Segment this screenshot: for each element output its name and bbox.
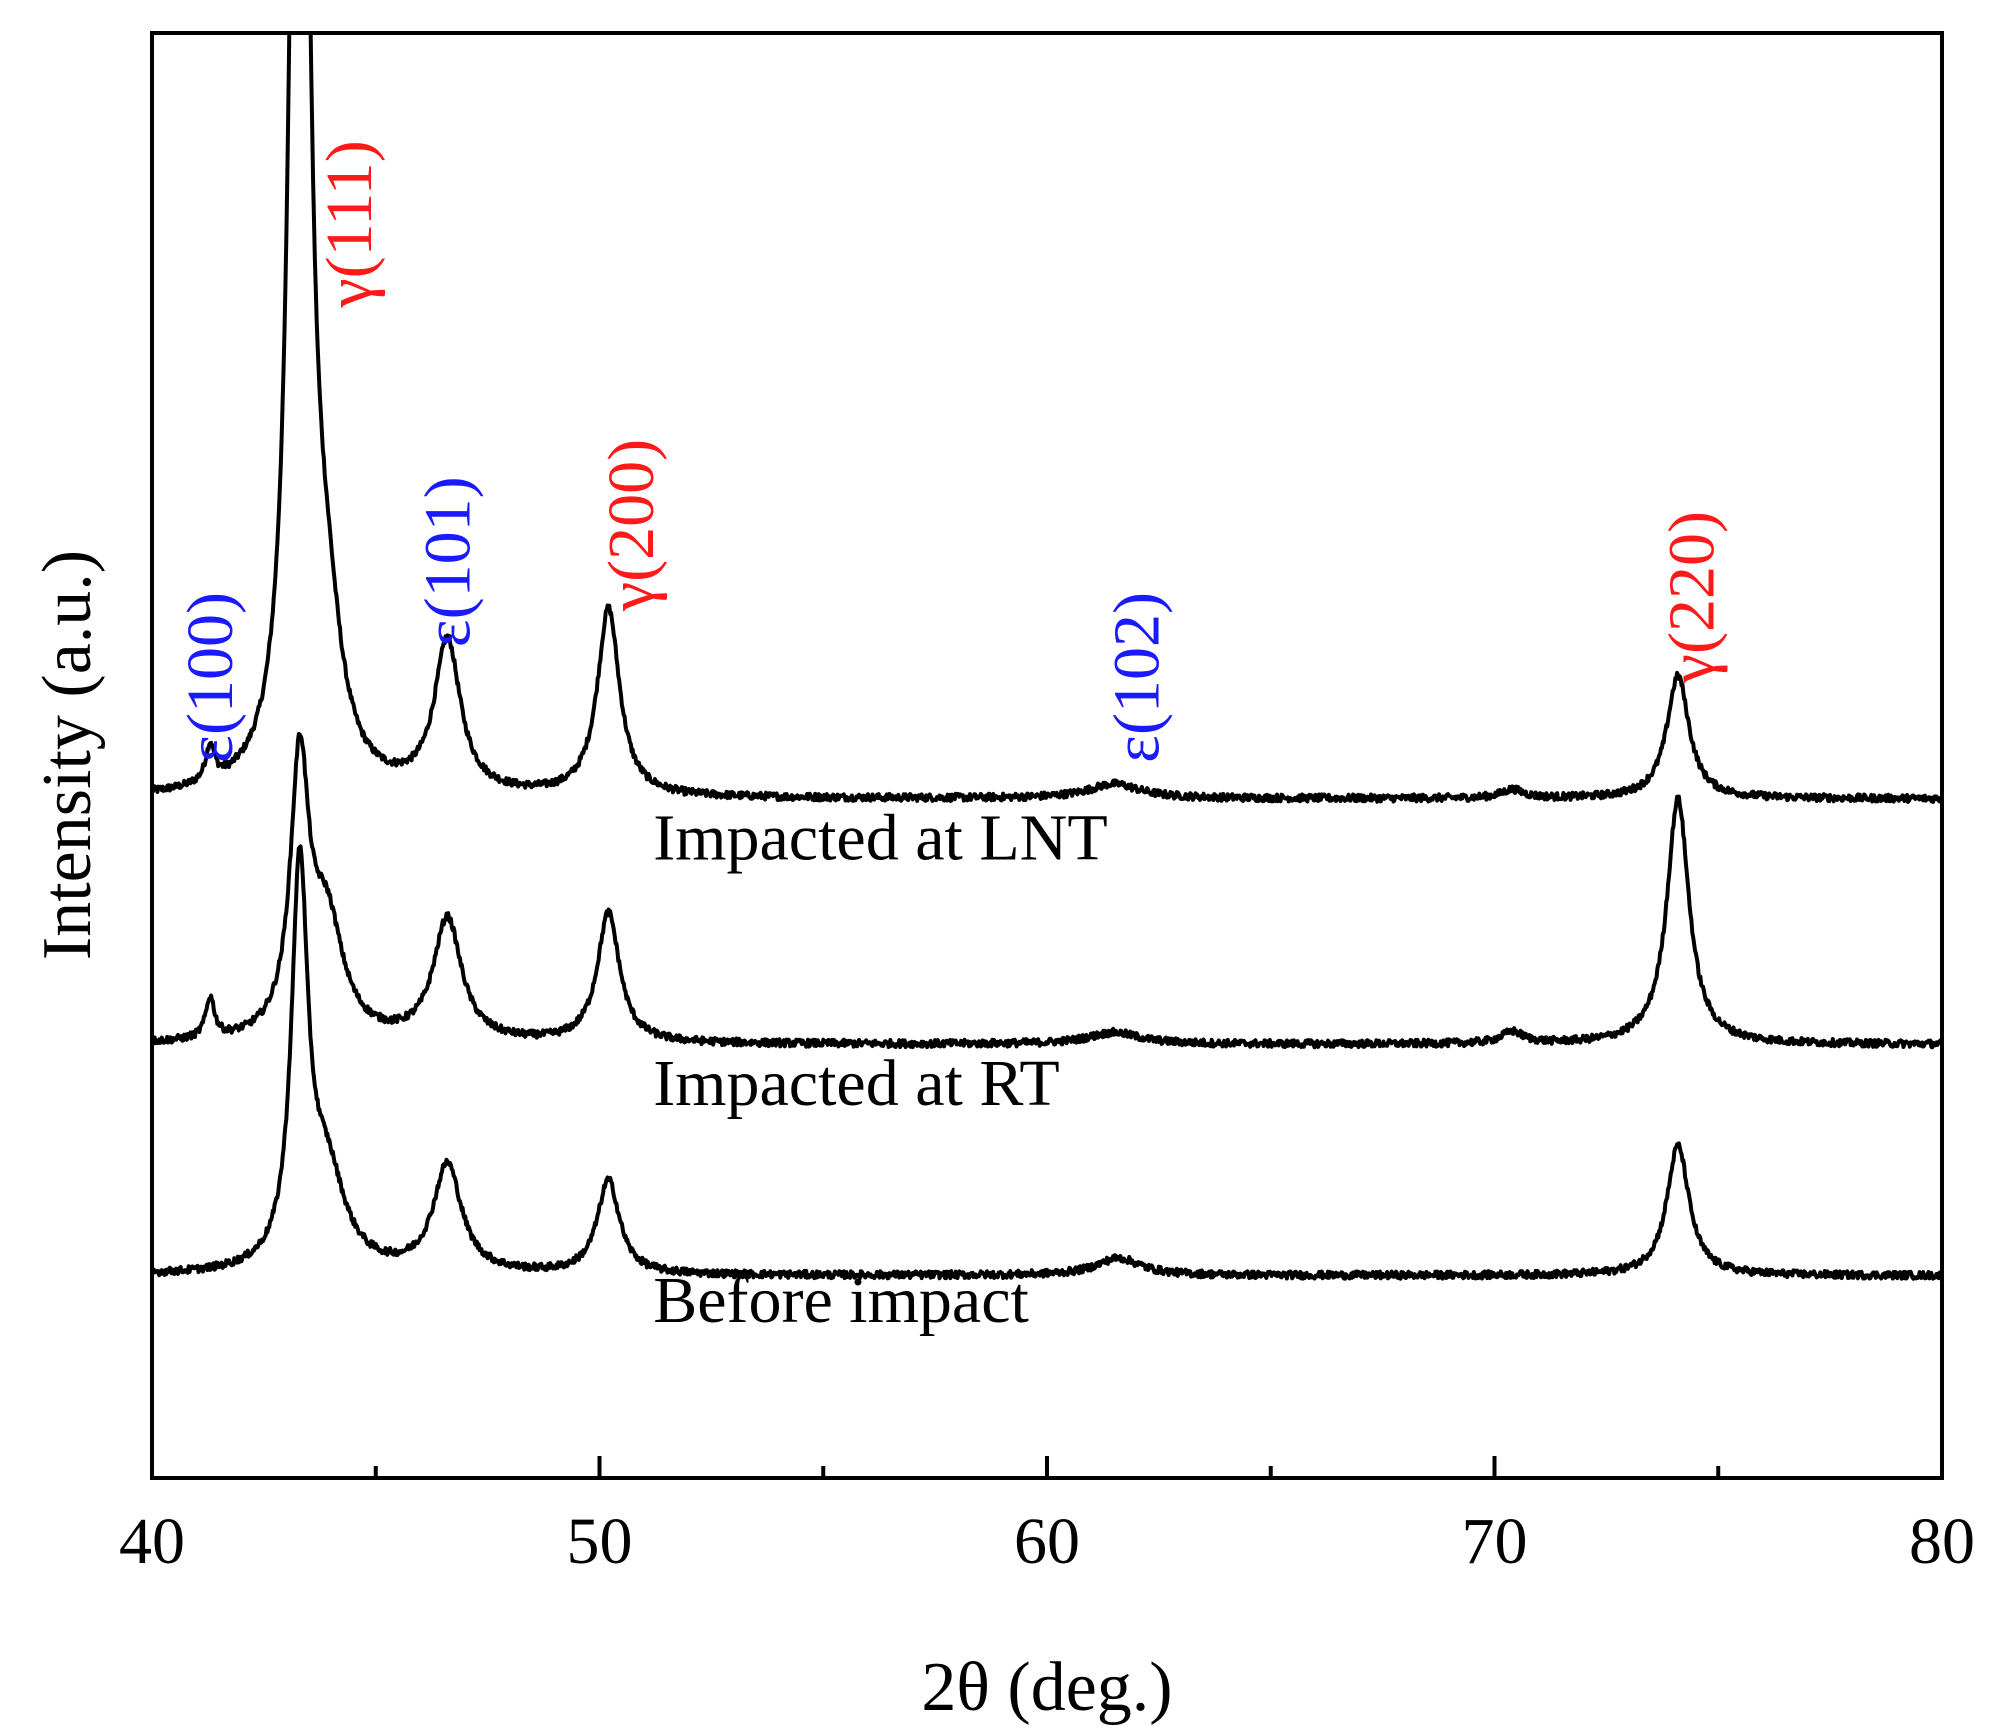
annotations: Impacted at LNT Impacted at RT Before impa… <box>174 140 1728 1337</box>
peak-label: γ(111) <box>313 140 386 308</box>
peak-label: ε(102) <box>1101 592 1174 763</box>
x-tick-label: 70 <box>1462 1505 1528 1578</box>
series-trace-2 <box>152 844 1942 1281</box>
x-tick-label: 80 <box>1909 1505 1975 1578</box>
peak-label: γ(220) <box>1655 511 1728 684</box>
peak-label: γ(200) <box>595 439 668 612</box>
series-label: Impacted at LNT <box>653 802 1107 875</box>
plot-frame <box>150 31 1944 1480</box>
series-trace-0 <box>152 33 1942 804</box>
x-tick-label: 60 <box>1014 1505 1080 1578</box>
diffraction-traces <box>152 33 1942 1281</box>
series-trace-1 <box>152 732 1942 1050</box>
peak-label: ε(100) <box>174 592 247 763</box>
x-axis-title: 2θ (deg.) <box>921 1649 1172 1726</box>
peak-label: ε(101) <box>411 476 484 647</box>
series-label: Impacted at RT <box>653 1047 1060 1120</box>
x-axis-ticks: 40 50 60 70 80 <box>119 1456 1975 1578</box>
x-tick-label: 50 <box>567 1505 633 1578</box>
series-label: Before impact <box>653 1264 1029 1337</box>
y-axis-title: Intensity (a.u.) <box>29 550 106 960</box>
x-tick-label: 40 <box>119 1505 185 1578</box>
